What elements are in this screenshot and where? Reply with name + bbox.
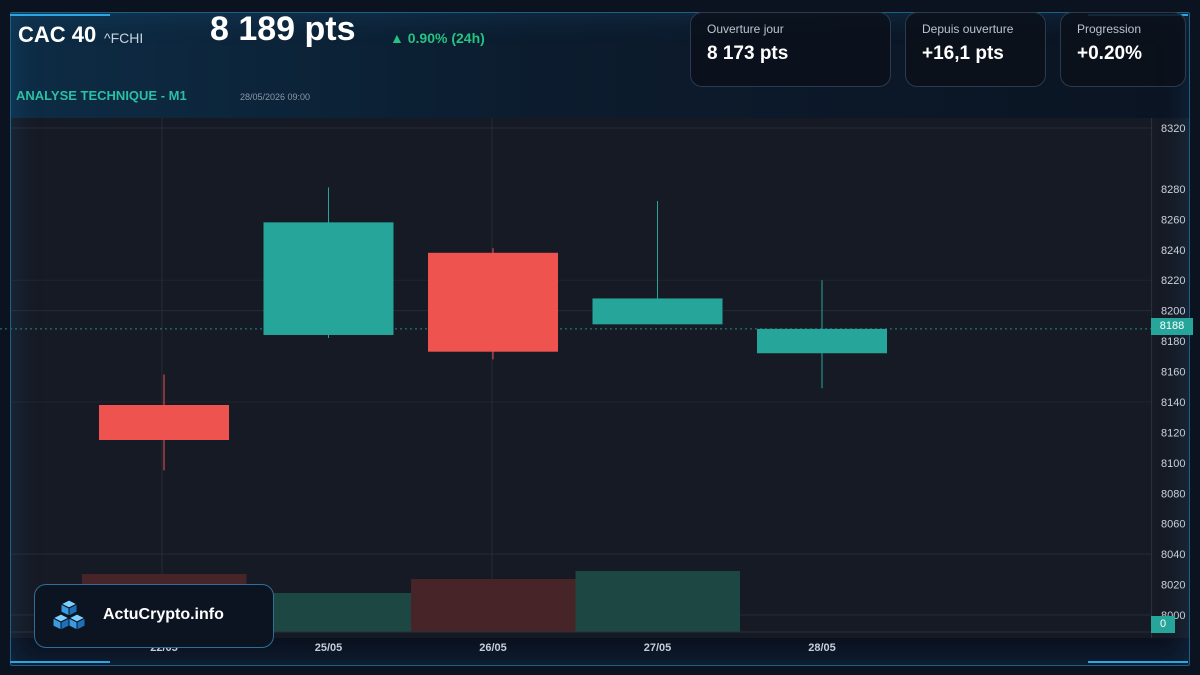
x-tick-label: 25/05 [315, 642, 343, 654]
price-change: ▲ 0.90% (24h) [390, 30, 485, 46]
y-tick-label: 8320 [1161, 123, 1185, 135]
frame-border [10, 12, 1190, 666]
chart-datetime: 28/05/2026 09:00 [240, 92, 311, 102]
y-tick-label: 8220 [1161, 275, 1185, 287]
stat-card-progression: Progression +0.20% [1060, 12, 1186, 87]
y-tick-label: 8020 [1161, 580, 1185, 592]
y-tick-label: 8280 [1161, 184, 1185, 196]
frame-corner [1088, 653, 1188, 663]
y-tick-label: 8120 [1161, 427, 1185, 439]
y-tick-label: 8180 [1161, 336, 1185, 348]
volume-bar [411, 579, 576, 632]
y-tick-label: 8040 [1161, 549, 1185, 561]
volume-bar [575, 571, 740, 632]
candle-body [757, 328, 887, 354]
frame-corner [10, 653, 110, 663]
brand-logo[interactable]: ActuCrypto.info [34, 584, 274, 648]
y-tick-label: 8080 [1161, 488, 1185, 500]
candle-body [263, 222, 394, 335]
y-tick-label: 8100 [1161, 458, 1185, 470]
y-tick-label: 8240 [1161, 245, 1185, 257]
y-tick-label: 8060 [1161, 519, 1185, 531]
volume-zero-tag: 0 [1151, 616, 1175, 633]
y-tick-label: 8160 [1161, 367, 1185, 379]
x-tick-label: 27/05 [644, 642, 672, 654]
analysis-subtitle: ANALYSE TECHNIQUE - M1 [16, 88, 187, 103]
stat-value: +0.20% [1077, 43, 1142, 64]
instrument-title: CAC 40 [18, 22, 97, 47]
brand-name: ActuCrypto.info [103, 606, 224, 623]
y-axis-panel [1151, 118, 1189, 638]
frame-corner [10, 14, 110, 24]
stat-label: Depuis ouverture [922, 22, 1014, 36]
x-tick-label: 26/05 [479, 642, 507, 654]
candle-body [592, 298, 723, 325]
y-tick-label: 8200 [1161, 306, 1185, 318]
candle-body [428, 252, 558, 352]
stat-card-since-open: Depuis ouverture +16,1 pts [905, 12, 1046, 87]
candle-body [99, 404, 229, 440]
y-tick-label: 8260 [1161, 214, 1185, 226]
y-tick-label: 8140 [1161, 397, 1185, 409]
stat-card-open: Ouverture jour 8 173 pts [690, 12, 891, 87]
current-price: 8 189 pts [210, 10, 356, 48]
x-tick-label: 28/05 [808, 642, 836, 654]
stat-label: Ouverture jour [707, 22, 784, 36]
cube-stack-icon [51, 599, 87, 638]
stat-value: +16,1 pts [922, 43, 1004, 64]
stat-label: Progression [1077, 22, 1142, 36]
last-price-tag: 8188 [1151, 318, 1193, 335]
stat-value: 8 173 pts [707, 43, 789, 64]
chart-plot-area [11, 118, 1151, 638]
ticker-symbol: ^FCHI [104, 30, 144, 46]
